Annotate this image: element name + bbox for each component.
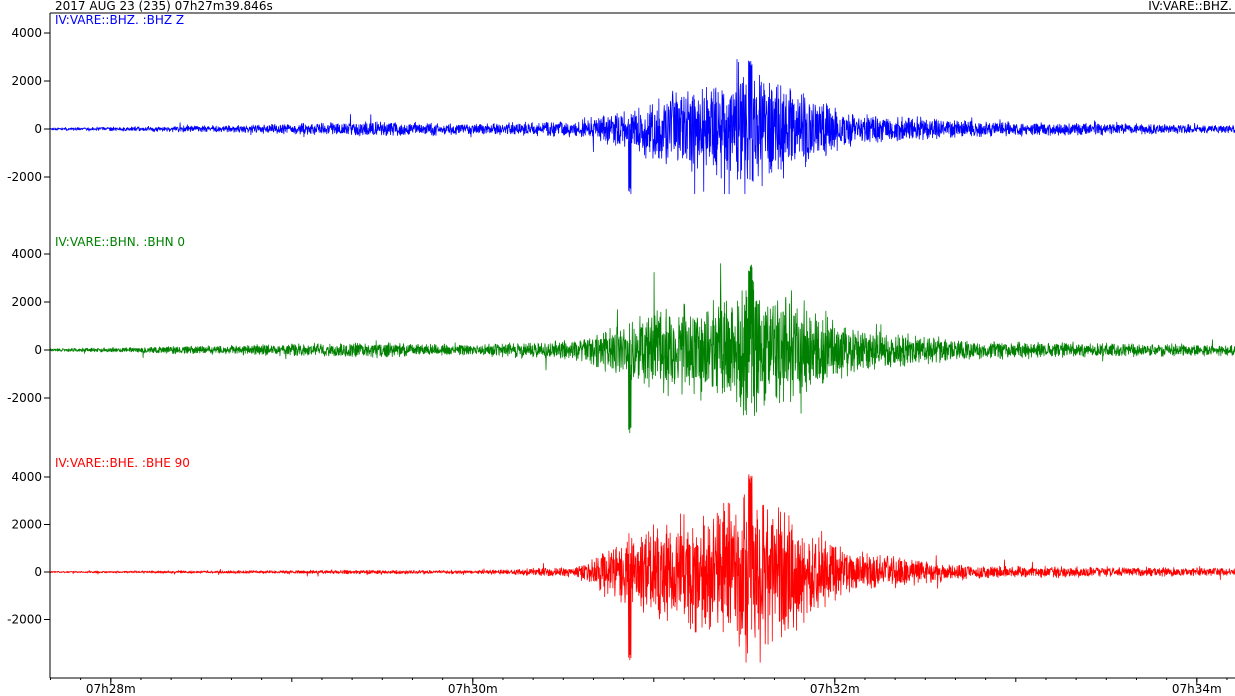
y-tick-label: 0 (34, 343, 42, 357)
y-tick-label: 0 (34, 122, 42, 136)
y-tick-label: -2000 (7, 391, 42, 405)
y-tick-label: -2000 (7, 613, 42, 627)
channel-label: IV:VARE::BHN. :BHN 0 (55, 235, 185, 249)
y-tick-label: 4000 (11, 470, 42, 484)
y-tick-label: 2000 (11, 518, 42, 532)
y-tick-label: 4000 (11, 26, 42, 40)
channel-label: IV:VARE::BHZ. :BHZ Z (55, 13, 184, 27)
x-tick-label: 07h28m (86, 682, 136, 696)
y-tick-label: 2000 (11, 295, 42, 309)
record-start-time: 2017 AUG 23 (235) 07h27m39.846s (55, 0, 273, 13)
axes: 07h28m 07h30m 07h32m 07h34m (49, 12, 1235, 696)
waveform-trace (49, 59, 1235, 195)
x-tick-label: 07h32m (810, 682, 860, 696)
y-tick-label: -2000 (7, 170, 42, 184)
y-tick-label: 0 (34, 565, 42, 579)
x-tick-label: 07h34m (1172, 682, 1222, 696)
waveform-trace (49, 263, 1235, 434)
y-tick-label: 4000 (11, 247, 42, 261)
station-code: IV:VARE::BHZ. (1148, 0, 1232, 13)
trace-area: IV:VARE::BHZ. :BHZ Z400020000-2000IV:VAR… (7, 13, 1235, 663)
y-tick-label: 2000 (11, 74, 42, 88)
channel-label: IV:VARE::BHE. :BHE 90 (55, 456, 190, 470)
waveform-trace (49, 474, 1235, 663)
x-tick-label: 07h30m (448, 682, 498, 696)
